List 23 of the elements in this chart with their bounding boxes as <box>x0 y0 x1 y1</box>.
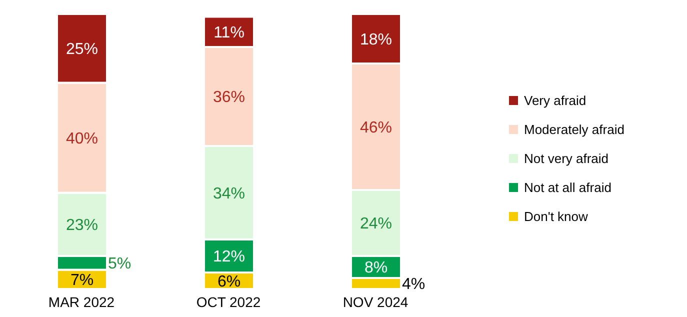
data-label: 46% <box>360 119 392 136</box>
data-label: 12% <box>212 248 246 266</box>
x-tick-label: OCT 2022 <box>196 294 261 310</box>
data-label: 7% <box>70 272 94 289</box>
legend-label: Very afraid <box>524 93 586 108</box>
legend-label: Don't know <box>524 209 588 224</box>
data-label: 5% <box>108 255 132 272</box>
legend-label: Moderately afraid <box>524 122 624 137</box>
data-label: 11% <box>214 24 244 42</box>
data-label: 40% <box>66 130 98 148</box>
data-label: 36% <box>212 89 246 106</box>
data-label: 34% <box>212 185 246 202</box>
data-label: 23% <box>66 216 98 234</box>
data-label: 8% <box>364 260 388 277</box>
data-label: 18% <box>360 31 392 48</box>
legend-label: Not at all afraid <box>524 180 612 195</box>
data-label: 6% <box>217 273 241 290</box>
legend-label: Not very afraid <box>524 151 609 166</box>
data-label: 25% <box>66 40 98 58</box>
x-tick-label: MAR 2022 <box>48 294 115 310</box>
data-label: 24% <box>360 216 392 233</box>
data-label: 4% <box>402 276 426 294</box>
x-tick-label: NOV 2024 <box>342 294 408 310</box>
